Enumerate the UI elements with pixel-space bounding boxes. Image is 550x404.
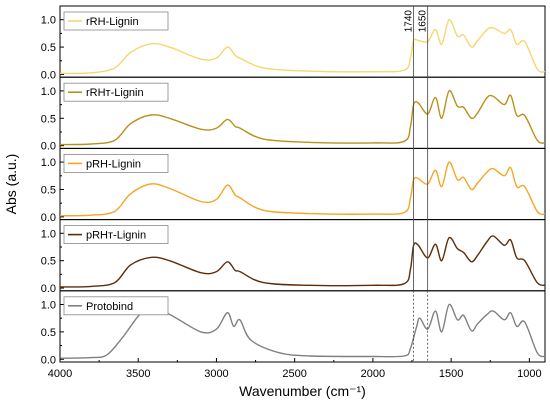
series-line — [59, 90, 546, 146]
y-tick-label: 0.0 — [41, 283, 56, 295]
reference-line-label: 1650 — [418, 10, 429, 33]
x-tick-label: 4000 — [48, 368, 72, 380]
panel-5: 0.0 0.5 1.0 Protobind — [41, 290, 546, 366]
legend-entry: Protobind — [63, 296, 169, 316]
y-tick-label: 1.0 — [41, 157, 56, 169]
reference-lines: 1740 1650 — [404, 6, 429, 362]
legend-entry: pRHᴛ-Lignin — [63, 225, 169, 245]
x-tick-label: 2500 — [282, 368, 306, 380]
y-tick-label: 0.5 — [41, 184, 56, 196]
y-axis-title: Abs (a.u.) — [3, 154, 19, 215]
panel-2: 0.0 0.5 1.0 rRHᴛ-Lignin — [41, 76, 546, 153]
panel-1: 0.0 0.5 1.0 rRH-Lignin — [41, 5, 546, 81]
y-tick-label: 1.0 — [41, 228, 56, 240]
x-axis-title: Wavenumber (cm⁻¹) — [239, 383, 366, 399]
legend-box — [63, 11, 169, 31]
x-axis: 4000 3500 3000 2500 2000 1500 1000 — [48, 358, 542, 380]
legend-label: pRH-Lignin — [86, 158, 141, 170]
x-tick-label: 1500 — [439, 368, 463, 380]
x-tick-label: 3000 — [204, 368, 228, 380]
y-tick-label: 0.5 — [41, 42, 56, 54]
panel-3: 0.0 0.5 1.0 pRH-Lignin — [41, 147, 546, 224]
series-line — [59, 235, 546, 288]
y-tick-label: 0.0 — [41, 141, 56, 153]
panel-frame — [59, 290, 546, 363]
x-tick-label: 1000 — [517, 368, 541, 380]
x-tick-label: 3500 — [126, 368, 150, 380]
legend-box — [63, 296, 169, 316]
y-tick-label: 0.0 — [41, 69, 56, 81]
legend-entry: rRHᴛ-Lignin — [63, 82, 169, 102]
x-tick-label: 2000 — [361, 368, 385, 380]
reference-line-label: 1740 — [404, 10, 415, 33]
series-line — [59, 18, 546, 75]
legend-label: pRHᴛ-Lignin — [86, 230, 146, 242]
legend-box — [63, 153, 169, 173]
y-tick-label: 0.5 — [41, 327, 56, 339]
reference-line-1740: 1740 — [404, 6, 415, 362]
y-tick-label: 1.0 — [41, 299, 56, 311]
y-tick-label: 0.5 — [41, 113, 56, 125]
y-tick-label: 1.0 — [41, 86, 56, 98]
legend-label: rRH-Lignin — [86, 16, 139, 28]
legend-box — [63, 225, 169, 245]
series-line — [59, 161, 546, 217]
legend-label: rRHᴛ-Lignin — [86, 87, 144, 99]
panel-4: 0.0 0.5 1.0 pRHᴛ-Lignin — [41, 219, 546, 295]
legend-entry: rRH-Lignin — [63, 11, 169, 31]
y-tick-label: 0.0 — [41, 354, 56, 366]
legend-label: Protobind — [86, 301, 133, 313]
y-tick-label: 0.0 — [41, 212, 56, 224]
legend-box — [63, 82, 169, 102]
reference-line-1650: 1650 — [418, 6, 429, 362]
legend-entry: pRH-Lignin — [63, 153, 169, 173]
y-tick-label: 1.0 — [41, 15, 56, 27]
y-tick-label: 0.5 — [41, 256, 56, 268]
